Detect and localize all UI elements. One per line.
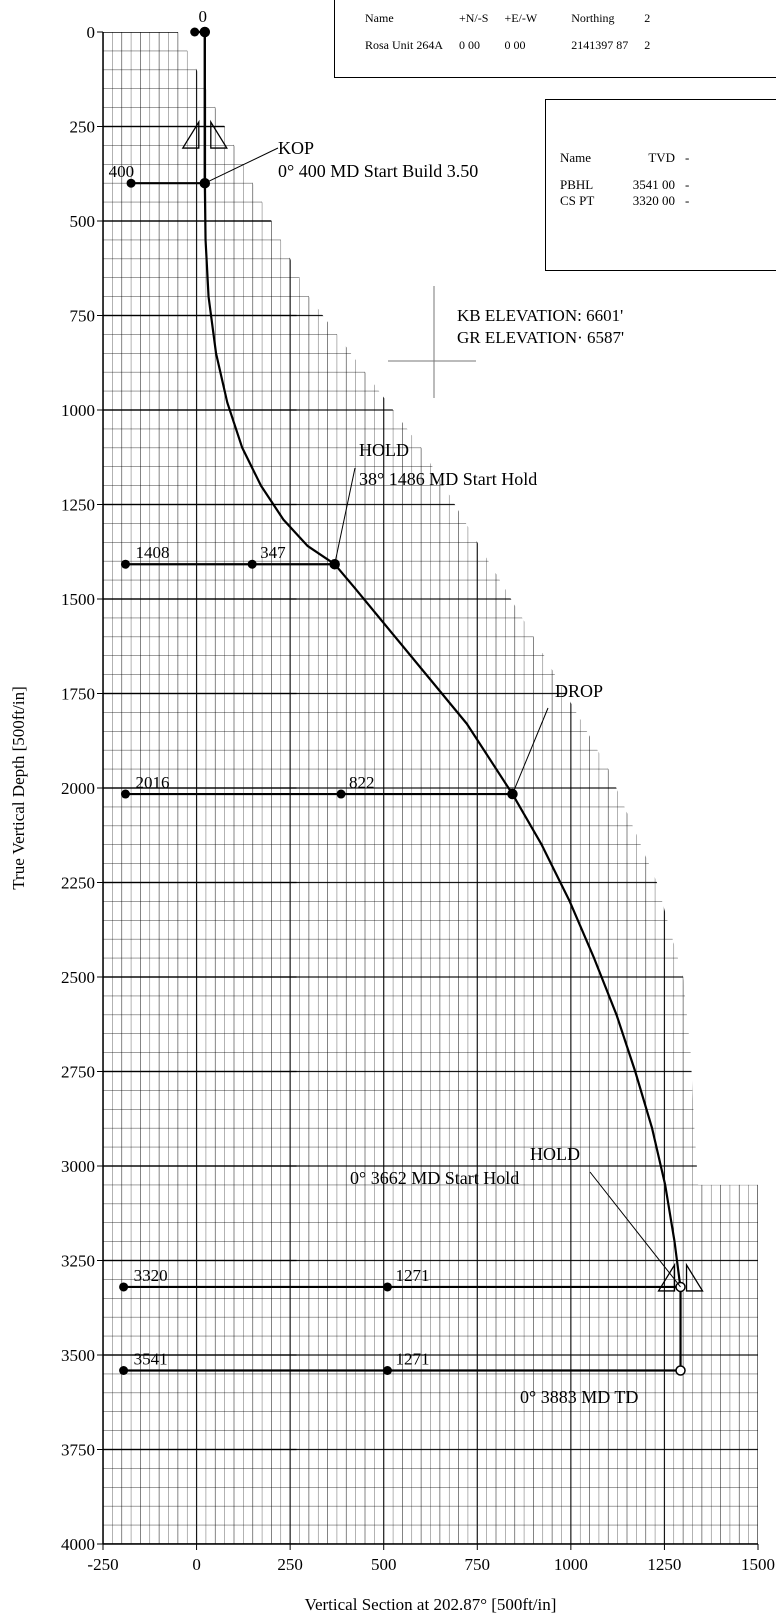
marker-left-dot	[119, 1365, 129, 1375]
target-cell-cut: -	[685, 177, 690, 192]
marker-left-dot	[119, 1282, 129, 1292]
site-header-northing: Northing	[571, 11, 615, 25]
site-info-table: Name +N/-S +E/-W Northing 2 Rosa Unit 26…	[334, 0, 776, 78]
chart-labels: 0 400 347 1408 822 2016 1271 3320 1271 3541 KOP 0° …	[109, 7, 681, 1407]
marker-mid-dot	[382, 1282, 392, 1292]
x-axis-title: Vertical Section at 202.87° [500ft/in]	[305, 1595, 557, 1614]
annotation-label: HOLD	[359, 440, 409, 460]
site-cell-name: Rosa Unit 264A	[365, 38, 443, 52]
target-cell-tvd: 3541 00	[632, 177, 676, 192]
marker-tvd-label: 2016	[135, 773, 169, 792]
y-tick-label: 500	[70, 212, 96, 231]
marker-tvd-label: 0	[198, 7, 207, 26]
x-tick-label: -250	[87, 1555, 118, 1574]
y-tick-label: 2750	[61, 1063, 95, 1082]
casing-shoe-symbol	[685, 1262, 704, 1292]
marker-vs-label: 347	[260, 543, 286, 562]
marker-mid-dot	[336, 789, 346, 799]
well-path-line	[203, 32, 682, 1371]
marker-tvd-label: 400	[109, 162, 135, 181]
y-tick-label: 3000	[61, 1157, 95, 1176]
annotation-label: KOP	[278, 138, 314, 158]
annotation-text: 0° 400 MD Start Build 3.50	[278, 161, 478, 181]
marker-tvd-label: 1408	[135, 543, 169, 562]
site-header-name: Name	[365, 11, 394, 25]
annotation-label: DROP	[555, 681, 603, 701]
chart-marks	[119, 26, 704, 1376]
y-tick-label: 1250	[61, 496, 95, 515]
marker-mid-dot	[382, 1365, 392, 1375]
y-tick-label: 0	[87, 23, 96, 42]
marker-mid-dot	[247, 559, 257, 569]
site-cell-ns: 0 00	[459, 38, 480, 52]
target-cell-name: PBHL	[560, 177, 594, 192]
marker-path-dot	[199, 26, 211, 38]
y-tick-label: 3250	[61, 1252, 95, 1271]
y-tick-label: 2250	[61, 874, 95, 893]
annotation-label: HOLD	[530, 1144, 580, 1164]
chart-axes: 0250500750100012501500175020002250250027…	[9, 23, 775, 1614]
marker-left-dot	[126, 178, 136, 188]
x-tick-label: 0	[192, 1555, 201, 1574]
annotation-leader-line	[512, 707, 549, 795]
marker-path-dot	[675, 1365, 686, 1376]
casing-shoe-symbol	[210, 119, 228, 149]
casing-shoe-symbol	[657, 1262, 676, 1292]
annotation-text: 38° 1486 MD Start Hold	[359, 469, 537, 489]
x-tick-label: 1250	[647, 1555, 681, 1574]
marker-tvd-label: 3541	[134, 1349, 168, 1368]
x-tick-label: 750	[465, 1555, 491, 1574]
x-tick-label: 500	[371, 1555, 397, 1574]
x-tick-label: 250	[277, 1555, 303, 1574]
y-axis-title: True Vertical Depth [500ft/in]	[9, 686, 28, 890]
marker-tvd-label: 3320	[134, 1266, 168, 1285]
marker-vs-label: 1271	[395, 1349, 429, 1368]
site-cell-ew: 0 00	[504, 38, 526, 52]
annotation-text: 0° 3662 MD Start Hold	[350, 1168, 519, 1188]
site-header-cut: 2	[644, 11, 651, 25]
y-tick-label: 250	[70, 118, 96, 137]
annotation-text: 0° 3883 MD TD	[520, 1387, 638, 1407]
target-cell-cut: -	[685, 193, 690, 208]
marker-left-dot	[190, 27, 200, 37]
marker-left-dot	[120, 559, 130, 569]
target-header-cut: -	[685, 150, 690, 165]
y-tick-label: 1000	[61, 401, 95, 420]
y-tick-label: 1750	[61, 685, 95, 704]
target-cell-name: CS PT	[560, 193, 595, 208]
annotation-leader-line	[204, 147, 279, 184]
site-header-ew: +E/-W	[504, 11, 538, 25]
marker-vs-label: 1271	[395, 1266, 429, 1285]
casing-shoe-symbol	[181, 119, 200, 149]
target-table: Name TVD - PBHL 3541 00 - CS PT 3320 00 …	[545, 99, 776, 271]
marker-vs-label: 822	[349, 773, 375, 792]
y-tick-label: 2000	[61, 779, 95, 798]
y-tick-label: 750	[70, 307, 96, 326]
marker-left-dot	[120, 789, 130, 799]
site-cell-northing: 2141397 87	[571, 38, 629, 52]
kb-elevation-label: KB ELEVATION: 6601'	[457, 306, 623, 325]
annotation-leader-line	[334, 467, 356, 565]
y-tick-label: 3750	[61, 1441, 95, 1460]
gr-elevation-label: GR ELEVATION· 6587'	[457, 328, 624, 347]
y-tick-label: 1500	[61, 590, 95, 609]
target-cell-tvd: 3320 00	[632, 193, 676, 208]
y-tick-label: 2500	[61, 968, 95, 987]
y-tick-label: 4000	[61, 1535, 95, 1554]
x-tick-label: 1000	[554, 1555, 588, 1574]
site-cell-cut: 2	[644, 38, 651, 52]
y-tick-label: 3500	[61, 1346, 95, 1365]
target-header-tvd: TVD	[648, 150, 676, 165]
annotation-leader-line	[589, 1171, 681, 1288]
site-header-ns: +N/-S	[459, 11, 489, 25]
target-header-name: Name	[560, 150, 592, 165]
x-tick-label: 1500	[741, 1555, 775, 1574]
